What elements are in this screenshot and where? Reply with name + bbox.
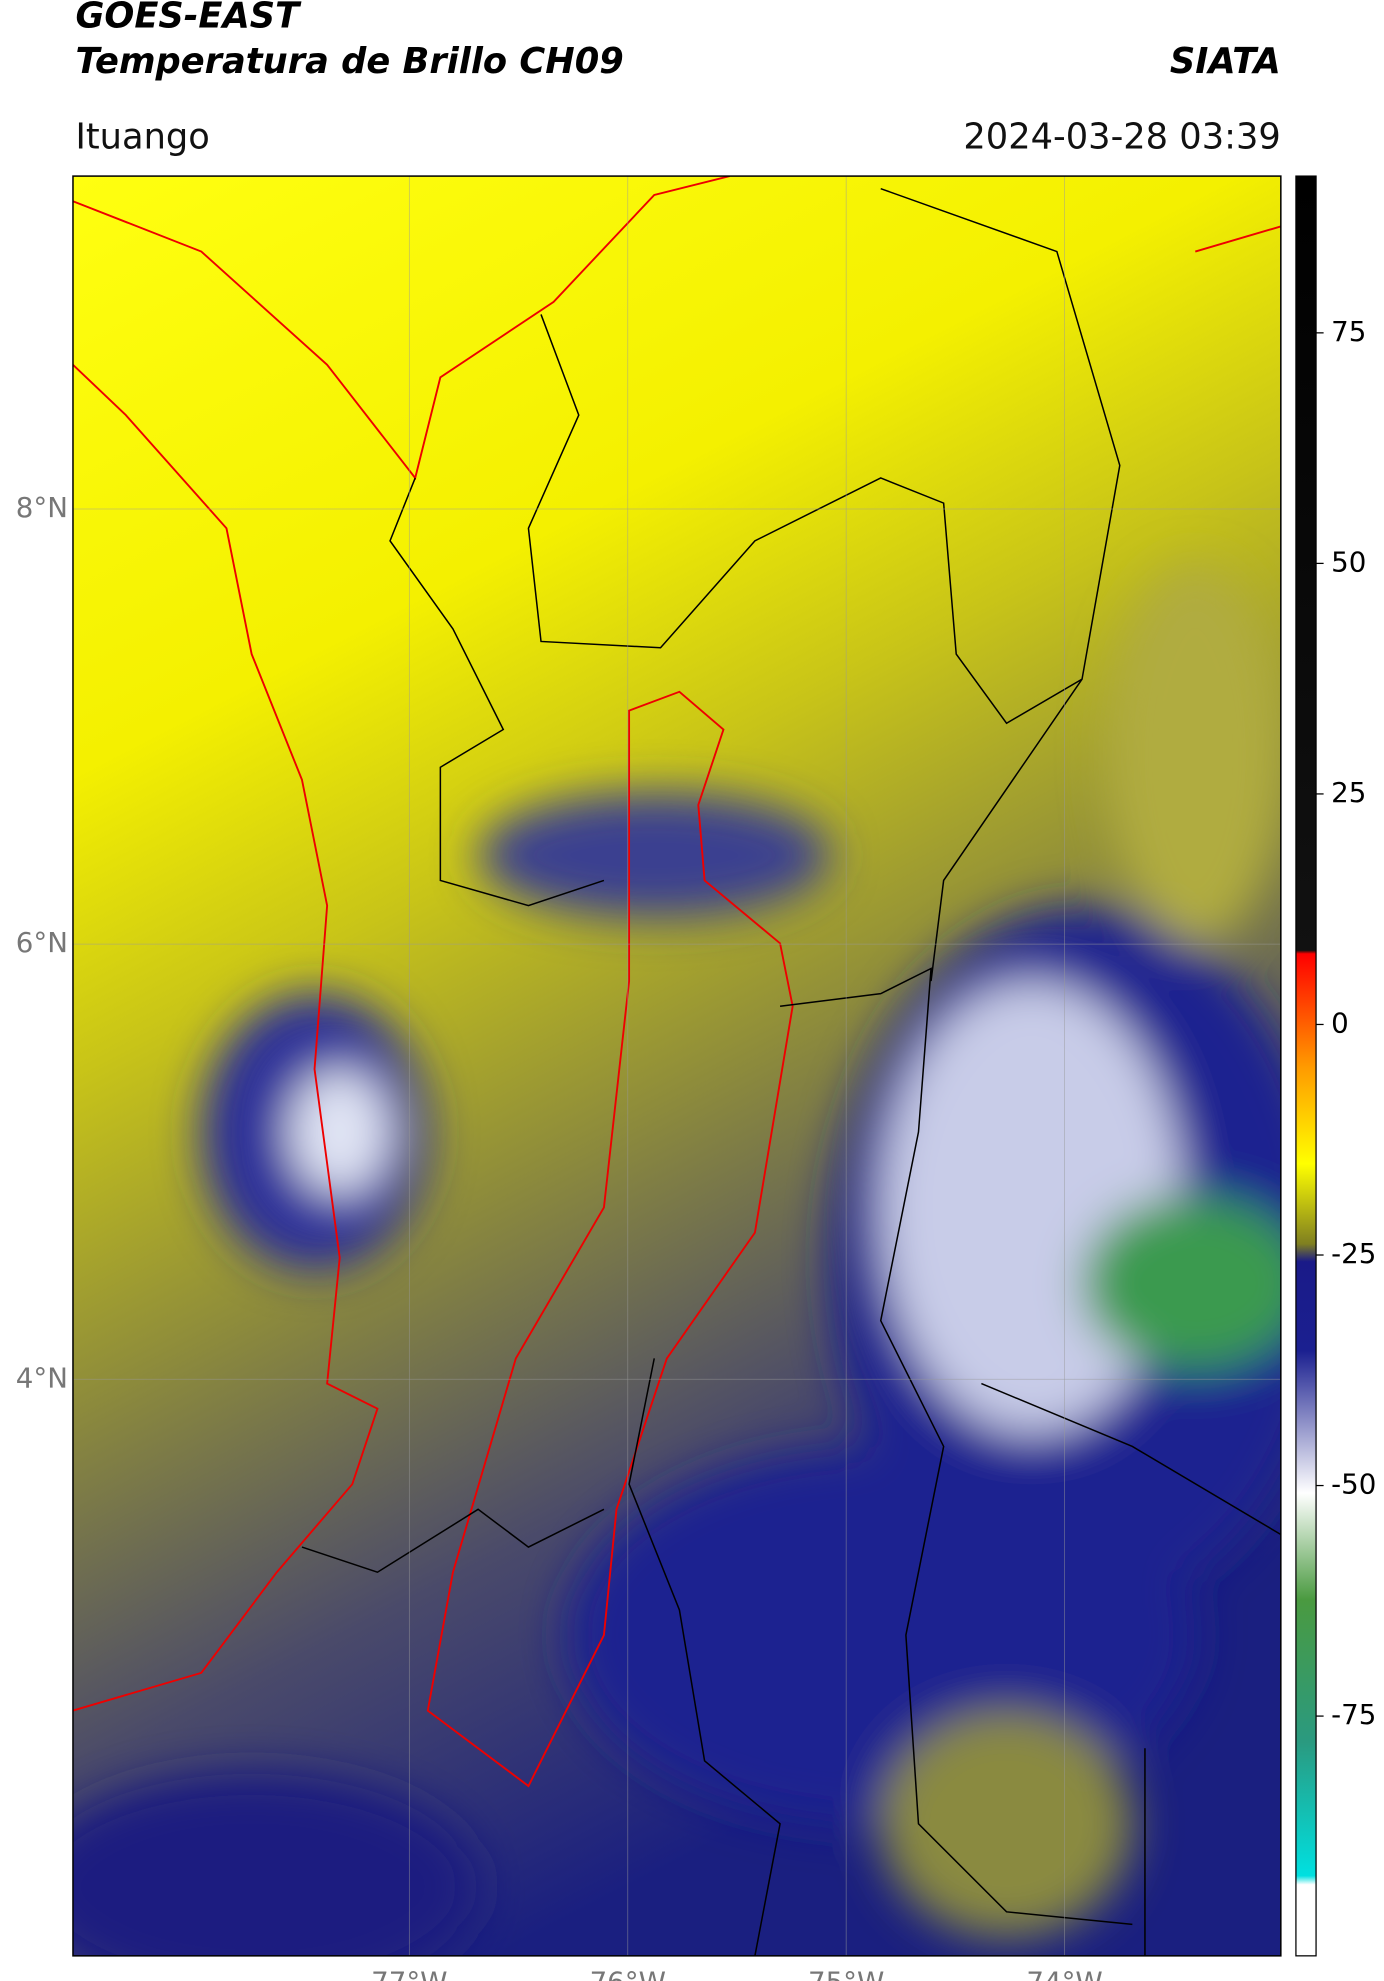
colorbar-tick-label: 75 bbox=[1331, 315, 1366, 348]
lon-label: 74°W bbox=[1026, 1966, 1102, 1981]
lon-label: 77°W bbox=[371, 1966, 447, 1981]
colorbar-tick-label: 25 bbox=[1331, 776, 1366, 809]
subtitle: Temperatura de Brillo CH09 bbox=[75, 41, 623, 82]
lon-label: 76°W bbox=[590, 1966, 666, 1981]
colorbar-tick-label: -25 bbox=[1331, 1237, 1376, 1270]
datetime: 2024-03-28 03:39 bbox=[963, 116, 1280, 157]
colorbar-tick-label: 50 bbox=[1331, 545, 1366, 578]
colorbar-tick-label: -50 bbox=[1331, 1468, 1376, 1501]
lon-label: 75°W bbox=[808, 1966, 884, 1981]
colorbar-tick-label: 0 bbox=[1331, 1006, 1349, 1039]
colorbar-tick-label: -75 bbox=[1331, 1698, 1376, 1731]
colorbar bbox=[1295, 175, 1317, 1957]
lat-label: 4°N bbox=[16, 1361, 68, 1394]
title: GOES-EAST bbox=[75, 0, 302, 37]
lat-label: 6°N bbox=[16, 926, 68, 959]
map-image bbox=[72, 176, 1281, 1956]
organization: SIATA bbox=[1170, 41, 1281, 82]
lat-label: 8°N bbox=[16, 491, 68, 524]
map-frame bbox=[72, 175, 1282, 1957]
location: Ituango bbox=[75, 116, 209, 157]
